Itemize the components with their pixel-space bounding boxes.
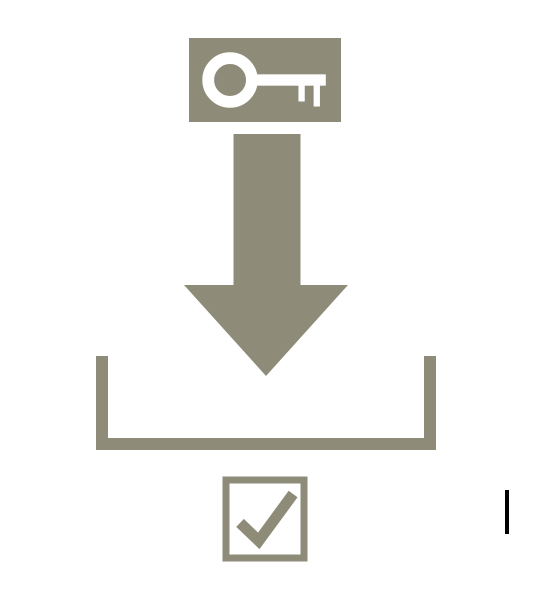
confirm-checkbox xyxy=(226,480,304,558)
key-deposit-diagram xyxy=(0,0,540,600)
key-badge xyxy=(189,38,341,122)
down-arrow-icon xyxy=(184,134,348,376)
side-mark xyxy=(505,490,509,534)
checkmark-icon xyxy=(240,494,293,541)
